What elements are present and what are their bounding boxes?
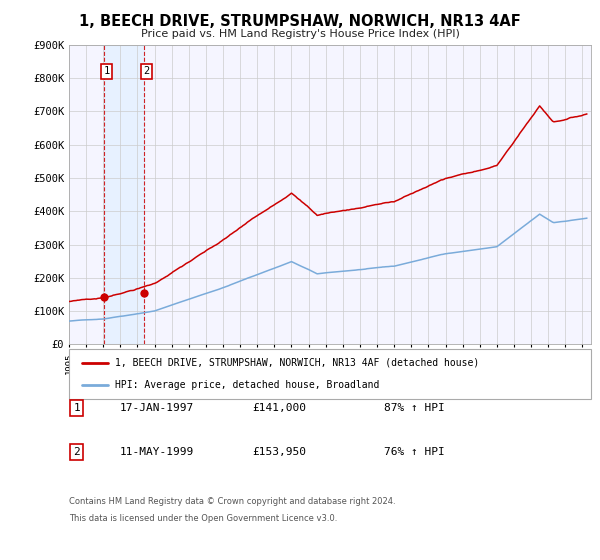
Text: £141,000: £141,000 <box>252 403 306 413</box>
Text: 17-JAN-1997: 17-JAN-1997 <box>120 403 194 413</box>
Text: HPI: Average price, detached house, Broadland: HPI: Average price, detached house, Broa… <box>115 380 379 390</box>
Text: Contains HM Land Registry data © Crown copyright and database right 2024.: Contains HM Land Registry data © Crown c… <box>69 497 395 506</box>
Text: £153,950: £153,950 <box>252 447 306 457</box>
Text: This data is licensed under the Open Government Licence v3.0.: This data is licensed under the Open Gov… <box>69 514 337 523</box>
Text: 1: 1 <box>73 403 80 413</box>
Text: 87% ↑ HPI: 87% ↑ HPI <box>384 403 445 413</box>
Text: 1, BEECH DRIVE, STRUMPSHAW, NORWICH, NR13 4AF: 1, BEECH DRIVE, STRUMPSHAW, NORWICH, NR1… <box>79 14 521 29</box>
Bar <box>104 45 144 344</box>
Text: 1, BEECH DRIVE, STRUMPSHAW, NORWICH, NR13 4AF (detached house): 1, BEECH DRIVE, STRUMPSHAW, NORWICH, NR1… <box>115 358 479 368</box>
Text: 76% ↑ HPI: 76% ↑ HPI <box>384 447 445 457</box>
Text: 1: 1 <box>103 67 110 76</box>
Text: 2: 2 <box>143 67 149 76</box>
Text: 11-MAY-1999: 11-MAY-1999 <box>120 447 194 457</box>
Text: Price paid vs. HM Land Registry's House Price Index (HPI): Price paid vs. HM Land Registry's House … <box>140 29 460 39</box>
Text: 2: 2 <box>73 447 80 457</box>
